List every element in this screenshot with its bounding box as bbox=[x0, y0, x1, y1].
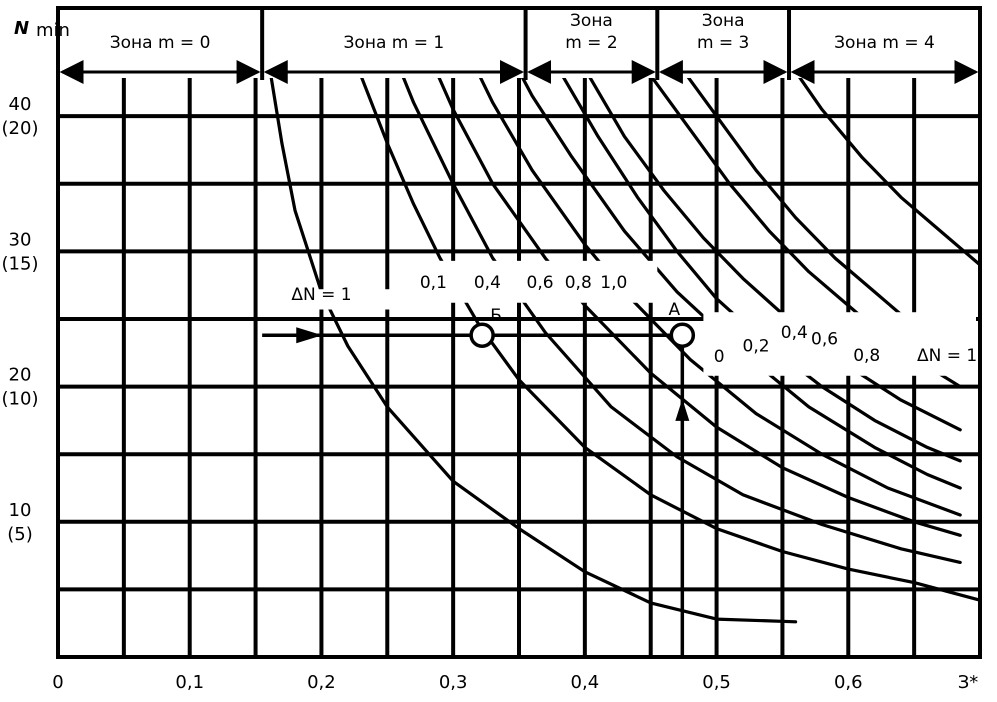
label-box-upper bbox=[393, 260, 658, 303]
y-tick-label-1: 30 bbox=[9, 229, 32, 250]
point-label-1: А bbox=[669, 300, 681, 320]
reading-arrowhead-2 bbox=[675, 398, 690, 421]
curve-label-6: 0 bbox=[714, 347, 725, 367]
zone-label-0: Зона m = 0 bbox=[110, 33, 211, 53]
y-tick-sub-2: (10) bbox=[2, 389, 39, 410]
y-tick-label-3: 10 bbox=[9, 500, 32, 521]
curve-labels: ΔN = 10,1 0,4 0,6 0,8 1,000,20,4 0,60,8 ΔN = 1 bbox=[274, 260, 977, 376]
curve-label-9: 0,6 bbox=[811, 330, 838, 350]
x-tick-label-6: 0,6 bbox=[834, 672, 863, 693]
extra-label-0: ΔN = 1 bbox=[917, 346, 977, 366]
y-axis-label-sub: min bbox=[36, 20, 70, 41]
x-tick-label-5: 0,5 bbox=[702, 672, 731, 693]
curve-label-7: 0,2 bbox=[743, 336, 770, 356]
plot-frame bbox=[56, 6, 982, 659]
curve-4 bbox=[451, 19, 962, 517]
x-tick-label-0: 0 bbox=[52, 672, 63, 693]
point-0 bbox=[469, 322, 495, 348]
curve-7 bbox=[550, 6, 962, 432]
curve-label-0: ΔN = 1 bbox=[291, 285, 351, 305]
point-label-0: Б bbox=[490, 306, 502, 326]
curve-3 bbox=[418, 33, 962, 537]
x-tick-label-1: 0,1 bbox=[175, 672, 204, 693]
curve-6 bbox=[524, 6, 962, 463]
curve-0 bbox=[260, 6, 798, 624]
curve-1 bbox=[359, 74, 982, 602]
curve-label-10: 0,8 bbox=[853, 346, 880, 366]
zone-label-1: Зона m = 1 bbox=[344, 33, 445, 53]
zone-label-4: Зона m = 4 bbox=[834, 33, 935, 53]
point-1 bbox=[669, 322, 696, 348]
curve-label-1: 0,1 bbox=[420, 273, 447, 293]
y-axis-label: N bbox=[14, 18, 29, 39]
curve-label-2: 0,4 bbox=[474, 273, 501, 293]
x-tick-label-4: 0,4 bbox=[571, 672, 600, 693]
y-tick-label-2: 20 bbox=[9, 365, 32, 386]
zone-label-line2-2: m = 2 bbox=[565, 33, 617, 53]
x-tick-label-3: 0,3 bbox=[439, 672, 468, 693]
x-tick-label-7: З* bbox=[958, 672, 979, 693]
y-tick-label-0: 40 bbox=[9, 94, 32, 115]
zone-label-3: Зона bbox=[702, 11, 745, 31]
y-tick-sub-1: (15) bbox=[2, 253, 39, 274]
curve-label-4: 0,8 bbox=[565, 273, 592, 293]
axes: 0 0,1 0,2 0,3 0,4 0,5 0,6 З* 40 (20) 30 (15) 20 (10) 1… bbox=[2, 18, 979, 693]
label-box-lower bbox=[703, 312, 976, 376]
curve-label-3: 0,6 bbox=[527, 273, 554, 293]
curve-2 bbox=[379, 19, 962, 564]
curve-10 bbox=[787, 60, 982, 267]
label-box-dn bbox=[274, 289, 395, 310]
y-tick-sub-3: (5) bbox=[7, 524, 33, 545]
reading-arrowhead-0 bbox=[296, 327, 323, 344]
zone-label-line2-3: m = 3 bbox=[697, 33, 749, 53]
x-tick-label-2: 0,2 bbox=[307, 672, 336, 693]
curve-label-5: 1,0 bbox=[600, 273, 627, 293]
curve-label-8: 0,4 bbox=[781, 323, 808, 343]
zone-label-2: Зона bbox=[570, 11, 613, 31]
y-tick-sub-0: (20) bbox=[2, 118, 39, 139]
curve-5 bbox=[491, 19, 962, 490]
